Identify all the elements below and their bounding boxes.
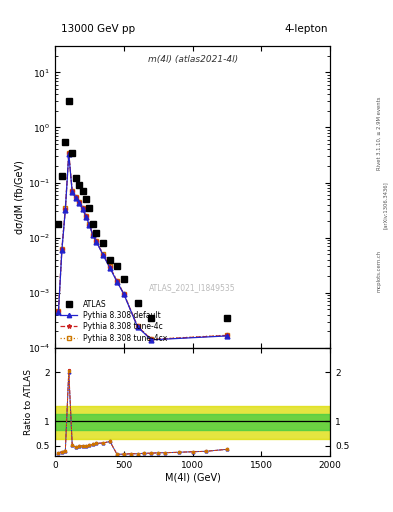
Pythia 8.308 tune-4c [84, 213, 88, 219]
Pythia 8.308 tune-4c [80, 205, 85, 211]
ATLAS [149, 315, 154, 321]
Pythia 8.308 tune-4cx [87, 221, 92, 227]
ATLAS [70, 150, 75, 156]
Pythia 8.308 tune-4cx [56, 308, 61, 314]
Pythia 8.308 default [101, 252, 106, 259]
Pythia 8.308 tune-4c [121, 291, 126, 297]
Pythia 8.308 tune-4cx [94, 238, 99, 244]
Pythia 8.308 default [87, 222, 92, 228]
Pythia 8.308 tune-4cx [80, 205, 85, 211]
Pythia 8.308 tune-4cx [60, 246, 64, 252]
Text: 13000 GeV pp: 13000 GeV pp [61, 24, 135, 34]
Pythia 8.308 default [56, 309, 61, 315]
Pythia 8.308 default [108, 265, 112, 271]
Text: 4-lepton: 4-lepton [285, 24, 328, 34]
ATLAS [60, 173, 64, 179]
Pythia 8.308 default [149, 337, 154, 343]
Pythia 8.308 default [66, 151, 71, 157]
Pythia 8.308 tune-4c [66, 150, 71, 156]
Pythia 8.308 tune-4c [94, 238, 99, 244]
Pythia 8.308 default [84, 214, 88, 220]
Text: m(4l) (atlas2021-4l): m(4l) (atlas2021-4l) [147, 55, 238, 64]
ATLAS [80, 188, 85, 194]
Legend: ATLAS, Pythia 8.308 default, Pythia 8.308 tune-4c, Pythia 8.308 tune-4cx: ATLAS, Pythia 8.308 default, Pythia 8.30… [59, 298, 169, 344]
Pythia 8.308 tune-4c [87, 222, 92, 228]
ATLAS [77, 182, 81, 188]
Pythia 8.308 default [77, 200, 81, 206]
Pythia 8.308 tune-4cx [84, 213, 88, 219]
Pythia 8.308 tune-4cx [70, 188, 75, 195]
Pythia 8.308 tune-4c [115, 278, 119, 284]
Text: Rivet 3.1.10, ≥ 2.9M events: Rivet 3.1.10, ≥ 2.9M events [377, 96, 382, 170]
Line: Pythia 8.308 tune-4c: Pythia 8.308 tune-4c [56, 151, 230, 342]
Y-axis label: Ratio to ATLAS: Ratio to ATLAS [24, 369, 33, 435]
ATLAS [225, 315, 230, 321]
Text: [arXiv:1306.3436]: [arXiv:1306.3436] [383, 181, 387, 229]
Pythia 8.308 tune-4cx [77, 199, 81, 205]
Pythia 8.308 tune-4c [70, 188, 75, 195]
ATLAS [108, 257, 112, 263]
Pythia 8.308 tune-4cx [225, 332, 230, 338]
Pythia 8.308 tune-4cx [121, 290, 126, 296]
Pythia 8.308 tune-4c [101, 252, 106, 258]
Pythia 8.308 default [135, 324, 140, 330]
Pythia 8.308 default [63, 207, 68, 213]
ATLAS [121, 275, 126, 282]
Pythia 8.308 tune-4cx [66, 150, 71, 156]
ATLAS [84, 196, 88, 202]
Pythia 8.308 default [90, 232, 95, 239]
Pythia 8.308 tune-4cx [149, 336, 154, 343]
ATLAS [135, 300, 140, 306]
Pythia 8.308 default [115, 279, 119, 285]
Text: mcplots.cern.ch: mcplots.cern.ch [377, 250, 382, 292]
ATLAS [90, 221, 95, 227]
Pythia 8.308 tune-4cx [108, 263, 112, 269]
X-axis label: M(4l) (GeV): M(4l) (GeV) [165, 472, 220, 482]
Pythia 8.308 tune-4c [77, 199, 81, 205]
Pythia 8.308 tune-4c [108, 264, 112, 270]
Pythia 8.308 default [121, 291, 126, 297]
ATLAS [115, 263, 119, 269]
ATLAS [63, 139, 68, 145]
Pythia 8.308 tune-4c [73, 194, 78, 200]
Pythia 8.308 tune-4c [56, 308, 61, 314]
Pythia 8.308 tune-4cx [63, 205, 68, 211]
Pythia 8.308 default [94, 239, 99, 245]
Line: Pythia 8.308 default: Pythia 8.308 default [56, 152, 230, 342]
Pythia 8.308 tune-4cx [90, 232, 95, 238]
Pythia 8.308 default [73, 195, 78, 201]
Pythia 8.308 tune-4c [90, 232, 95, 238]
Pythia 8.308 tune-4cx [135, 323, 140, 329]
Pythia 8.308 tune-4c [60, 246, 64, 252]
Line: Pythia 8.308 tune-4cx: Pythia 8.308 tune-4cx [56, 151, 230, 342]
Pythia 8.308 tune-4cx [73, 194, 78, 200]
ATLAS [56, 221, 61, 227]
Pythia 8.308 tune-4c [63, 206, 68, 212]
Text: ATLAS_2021_I1849535: ATLAS_2021_I1849535 [149, 283, 236, 292]
Pythia 8.308 tune-4c [135, 324, 140, 330]
Pythia 8.308 default [70, 189, 75, 195]
Pythia 8.308 default [225, 333, 230, 339]
Line: ATLAS: ATLAS [55, 98, 230, 321]
Pythia 8.308 tune-4c [225, 332, 230, 338]
Pythia 8.308 tune-4cx [115, 278, 119, 284]
Pythia 8.308 default [80, 206, 85, 212]
ATLAS [94, 230, 99, 237]
ATLAS [73, 175, 78, 181]
ATLAS [87, 205, 92, 211]
ATLAS [101, 240, 106, 246]
ATLAS [66, 98, 71, 104]
Pythia 8.308 tune-4c [149, 336, 154, 343]
Pythia 8.308 tune-4cx [101, 251, 106, 258]
Y-axis label: dσ/dM (fb/GeV): dσ/dM (fb/GeV) [15, 160, 25, 234]
Pythia 8.308 default [60, 247, 64, 253]
